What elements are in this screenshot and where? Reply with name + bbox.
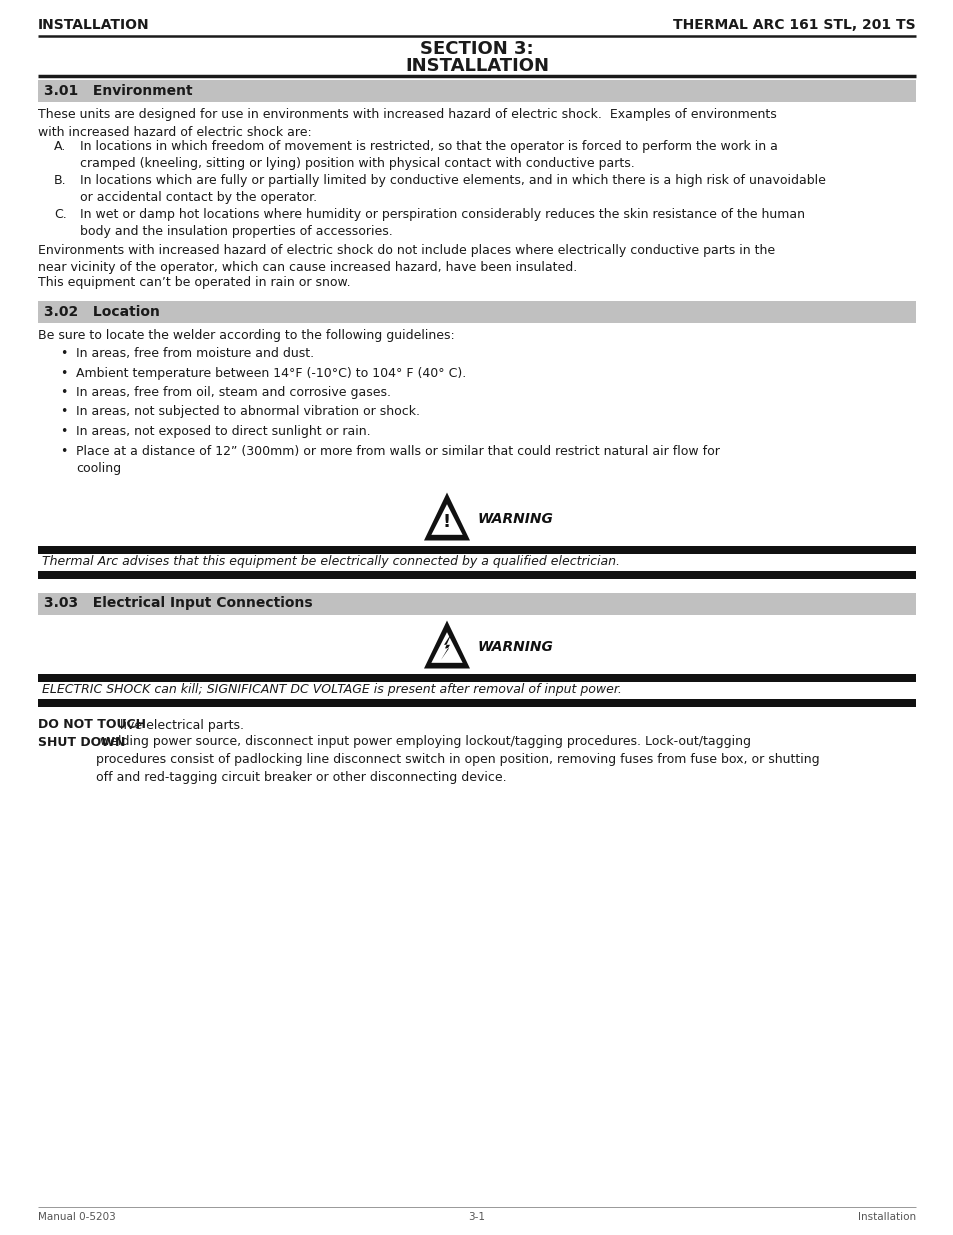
Text: C.: C. <box>54 207 67 221</box>
Text: !: ! <box>442 514 451 531</box>
Text: Thermal Arc advises that this equipment be electrically connected by a qualified: Thermal Arc advises that this equipment … <box>42 556 619 568</box>
Text: In areas, not exposed to direct sunlight or rain.: In areas, not exposed to direct sunlight… <box>76 425 370 438</box>
Text: Be sure to locate the welder according to the following guidelines:: Be sure to locate the welder according t… <box>38 329 455 342</box>
Text: Installation: Installation <box>857 1212 915 1221</box>
Text: Ambient temperature between 14°F (-10°C) to 104° F (40° C).: Ambient temperature between 14°F (-10°C)… <box>76 367 466 379</box>
Text: INSTALLATION: INSTALLATION <box>405 57 548 75</box>
Text: A.: A. <box>54 140 66 153</box>
Bar <box>38 546 915 553</box>
Text: WARNING: WARNING <box>477 640 554 653</box>
Text: In areas, free from moisture and dust.: In areas, free from moisture and dust. <box>76 347 314 359</box>
Text: •: • <box>60 405 68 419</box>
Text: In locations which are fully or partially limited by conductive elements, and in: In locations which are fully or partiall… <box>80 174 825 205</box>
Text: Manual 0-5203: Manual 0-5203 <box>38 1212 115 1221</box>
Text: welding power source, disconnect input power employing lockout/tagging procedure: welding power source, disconnect input p… <box>96 736 819 783</box>
Text: INSTALLATION: INSTALLATION <box>38 19 150 32</box>
Text: SHUT DOWN: SHUT DOWN <box>38 736 125 748</box>
Text: B.: B. <box>54 174 67 186</box>
Polygon shape <box>423 493 470 541</box>
Text: DO NOT TOUCH: DO NOT TOUCH <box>38 719 146 731</box>
Bar <box>38 699 915 706</box>
Text: Place at a distance of 12” (300mm) or more from walls or similar that could rest: Place at a distance of 12” (300mm) or mo… <box>76 445 720 475</box>
Text: THERMAL ARC 161 STL, 201 TS: THERMAL ARC 161 STL, 201 TS <box>673 19 915 32</box>
Text: In locations in which freedom of movement is restricted, so that the operator is: In locations in which freedom of movemen… <box>80 140 777 170</box>
Text: •: • <box>60 387 68 399</box>
Text: These units are designed for use in environments with increased hazard of electr: These units are designed for use in envi… <box>38 107 776 138</box>
Polygon shape <box>423 620 470 668</box>
Polygon shape <box>431 504 462 535</box>
Text: •: • <box>60 347 68 359</box>
Bar <box>38 673 915 682</box>
Text: In areas, not subjected to abnormal vibration or shock.: In areas, not subjected to abnormal vibr… <box>76 405 419 419</box>
Bar <box>38 301 915 324</box>
Text: Environments with increased hazard of electric shock do not include places where: Environments with increased hazard of el… <box>38 245 774 274</box>
Text: 3.01   Environment: 3.01 Environment <box>44 84 193 98</box>
Text: •: • <box>60 445 68 457</box>
Text: live electrical parts.: live electrical parts. <box>116 719 244 731</box>
Polygon shape <box>431 632 462 663</box>
Bar <box>38 593 915 615</box>
Bar <box>38 571 915 578</box>
Text: This equipment can’t be operated in rain or snow.: This equipment can’t be operated in rain… <box>38 275 351 289</box>
Text: WARNING: WARNING <box>477 511 554 526</box>
Text: SECTION 3:: SECTION 3: <box>419 40 534 58</box>
Text: In areas, free from oil, steam and corrosive gases.: In areas, free from oil, steam and corro… <box>76 387 391 399</box>
Text: •: • <box>60 367 68 379</box>
Text: 3.03   Electrical Input Connections: 3.03 Electrical Input Connections <box>44 597 313 610</box>
Text: •: • <box>60 425 68 438</box>
Bar <box>38 80 915 103</box>
Text: In wet or damp hot locations where humidity or perspiration considerably reduces: In wet or damp hot locations where humid… <box>80 207 804 238</box>
Text: ELECTRIC SHOCK can kill; SIGNIFICANT DC VOLTAGE is present after removal of inpu: ELECTRIC SHOCK can kill; SIGNIFICANT DC … <box>42 683 621 697</box>
Text: 3.02   Location: 3.02 Location <box>44 305 160 319</box>
Polygon shape <box>440 632 452 659</box>
Text: 3-1: 3-1 <box>468 1212 485 1221</box>
